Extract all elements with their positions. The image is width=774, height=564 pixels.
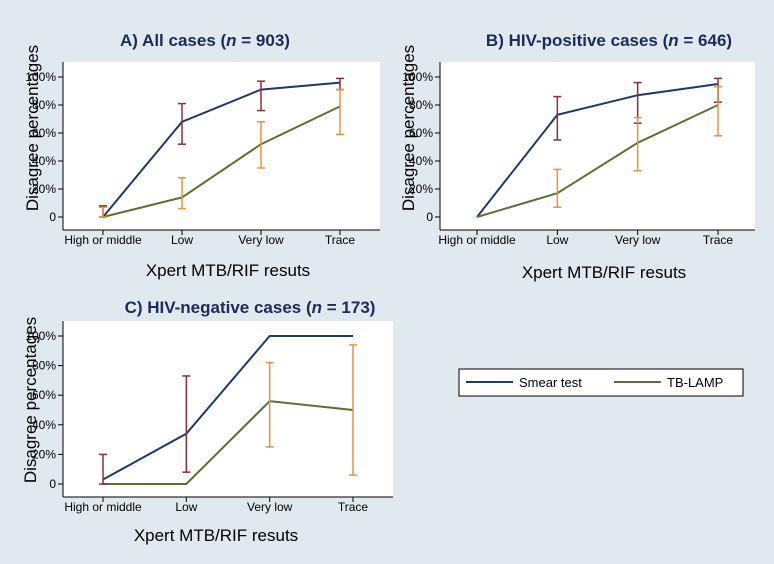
panel-b-x-tick-label-trace: Trace bbox=[703, 233, 734, 247]
panel-c-line-tb-lamp bbox=[103, 400, 354, 485]
panel-b-y-axis-label: Disagree percentages bbox=[399, 45, 418, 211]
panel-b-ci-tb-lamp-low bbox=[553, 168, 562, 208]
panel-c-x-tick-label-low: Low bbox=[175, 500, 197, 514]
panel-c-x-tick-label-high-or-middle: High or middle bbox=[64, 500, 142, 514]
panel-b-line-tb-lamp bbox=[476, 104, 719, 218]
panel-a-y-tick-label-0: 0 bbox=[49, 210, 56, 224]
panel-a-title: A) All cases (n = 903) bbox=[120, 31, 290, 50]
panel-c: C) HIV-negative cases (n = 173) Disagree… bbox=[21, 298, 393, 545]
panel-c-y-tick-label-80: 80% bbox=[32, 359, 56, 373]
panel-a-x-tick-label-very-low: Very low bbox=[238, 233, 284, 247]
panel-a-x-tick-label-low: Low bbox=[171, 233, 193, 247]
panel-c-y-tick-label-20: 20% bbox=[32, 447, 56, 461]
panel-a-y-tick-label-100: 100% bbox=[25, 70, 56, 84]
panel-a-line-tb-lamp bbox=[102, 105, 341, 218]
panel-c-title: C) HIV-negative cases (n = 173) bbox=[125, 298, 376, 317]
panel-b-title: B) HIV-positive cases (n = 646) bbox=[486, 31, 732, 50]
panel-b-y-tick-label-40: 40% bbox=[409, 154, 433, 168]
panel-c-ci-smear-test-low bbox=[182, 375, 191, 473]
panel-a-x-axis-label: Xpert MTB/RIF resuts bbox=[146, 261, 310, 280]
panel-c-ci-smear-test-high-or-middle bbox=[99, 453, 107, 485]
panel-a-y-tick-label-80: 80% bbox=[32, 98, 56, 112]
panel-a-ci-tb-lamp-very-low bbox=[257, 121, 265, 169]
panel-b-y-tick-label-100: 100% bbox=[402, 70, 433, 84]
panel-b-x-tick-label-high-or-middle: High or middle bbox=[438, 233, 516, 247]
panel-b: B) HIV-positive cases (n = 646) Disagree… bbox=[399, 31, 755, 282]
panel-a-x-tick-label-trace: Trace bbox=[325, 233, 356, 247]
panel-c-y-tick-label-60: 60% bbox=[32, 388, 56, 402]
panel-b-x-tick-label-low: Low bbox=[546, 233, 568, 247]
panel-c-y-tick-label-100: 100% bbox=[25, 329, 56, 343]
panel-a-y-tick-label-60: 60% bbox=[32, 126, 56, 140]
panel-a: A) All cases (n = 903) Disagree percenta… bbox=[23, 31, 380, 280]
panel-b-line-smear-test bbox=[476, 83, 719, 218]
panel-b-ci-tb-lamp-very-low bbox=[633, 116, 642, 172]
panel-b-x-tick-label-very-low: Very low bbox=[615, 233, 661, 247]
panel-b-ci-tb-lamp-trace bbox=[714, 86, 722, 137]
panel-a-ci-tb-lamp-high-or-middle bbox=[99, 206, 107, 218]
panel-a-line-smear-test bbox=[102, 81, 341, 218]
legend-label-tb-lamp: TB-LAMP bbox=[667, 375, 723, 390]
panel-c-y-tick-label-40: 40% bbox=[32, 418, 56, 432]
legend: Smear test TB-LAMP bbox=[458, 368, 744, 397]
panel-a-ci-smear-test-low bbox=[178, 102, 186, 145]
panel-a-ci-tb-lamp-low bbox=[178, 177, 186, 210]
panel-a-ci-tb-lamp-trace bbox=[336, 88, 344, 136]
panel-c-y-axis-label: Disagree percentages bbox=[21, 317, 40, 483]
panel-b-y-tick-label-60: 60% bbox=[409, 126, 433, 140]
panel-c-ci-tb-lamp-very-low bbox=[265, 361, 274, 448]
panel-c-x-axis-label: Xpert MTB/RIF resuts bbox=[134, 526, 298, 545]
panel-a-ci-smear-test-very-low bbox=[257, 80, 265, 112]
panel-a-x-tick-label-high-or-middle: High or middle bbox=[64, 233, 142, 247]
legend-label-smear-test: Smear test bbox=[519, 375, 582, 390]
panel-c-ci-tb-lamp-trace bbox=[349, 344, 357, 476]
panel-b-y-tick-label-80: 80% bbox=[409, 98, 433, 112]
panel-b-x-axis-label: Xpert MTB/RIF resuts bbox=[522, 263, 686, 282]
panel-a-y-tick-label-20: 20% bbox=[32, 182, 56, 196]
panel-b-plot-area bbox=[440, 62, 755, 230]
panel-a-y-axis-label: Disagree percentages bbox=[23, 45, 42, 211]
panel-b-y-tick-label-0: 0 bbox=[426, 210, 433, 224]
panel-b-y-tick-label-20: 20% bbox=[409, 182, 433, 196]
panel-c-x-tick-label-trace: Trace bbox=[338, 500, 369, 514]
panel-c-line-smear-test bbox=[102, 335, 353, 481]
panel-b-ci-smear-test-low bbox=[553, 95, 562, 141]
panel-c-y-tick-label-0: 0 bbox=[49, 477, 56, 491]
panel-a-y-tick-label-40: 40% bbox=[32, 154, 56, 168]
panel-c-x-tick-label-very-low: Very low bbox=[247, 500, 293, 514]
panel-a-plot-area bbox=[63, 62, 380, 230]
